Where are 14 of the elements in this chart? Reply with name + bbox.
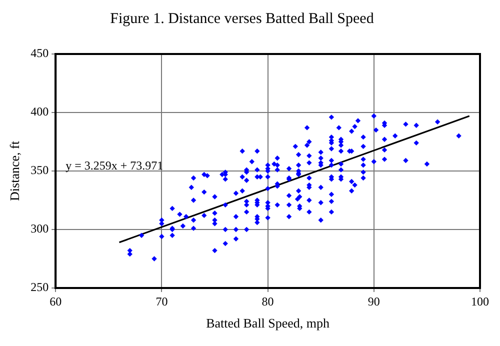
x-tick-label: 70 (156, 294, 168, 308)
x-tick-label: 80 (262, 294, 274, 308)
x-tick-label: 60 (50, 294, 62, 308)
x-axis-title: Batted Ball Speed, mph (206, 316, 330, 331)
y-tick-label: 350 (30, 163, 49, 178)
y-tick-label: 300 (30, 222, 49, 236)
x-tick-label: 90 (368, 294, 380, 308)
annotation: y = 3.259x + 73.971 (66, 158, 164, 172)
x-tick-label: 100 (471, 294, 489, 308)
chart-title: Figure 1. Distance verses Batted Ball Speed (110, 10, 374, 27)
y-tick-label: 250 (30, 280, 49, 294)
y-axis-title: Distance, ft (7, 140, 22, 201)
y-tick-label: 450 (30, 46, 49, 60)
y-tick-label: 400 (30, 104, 49, 119)
